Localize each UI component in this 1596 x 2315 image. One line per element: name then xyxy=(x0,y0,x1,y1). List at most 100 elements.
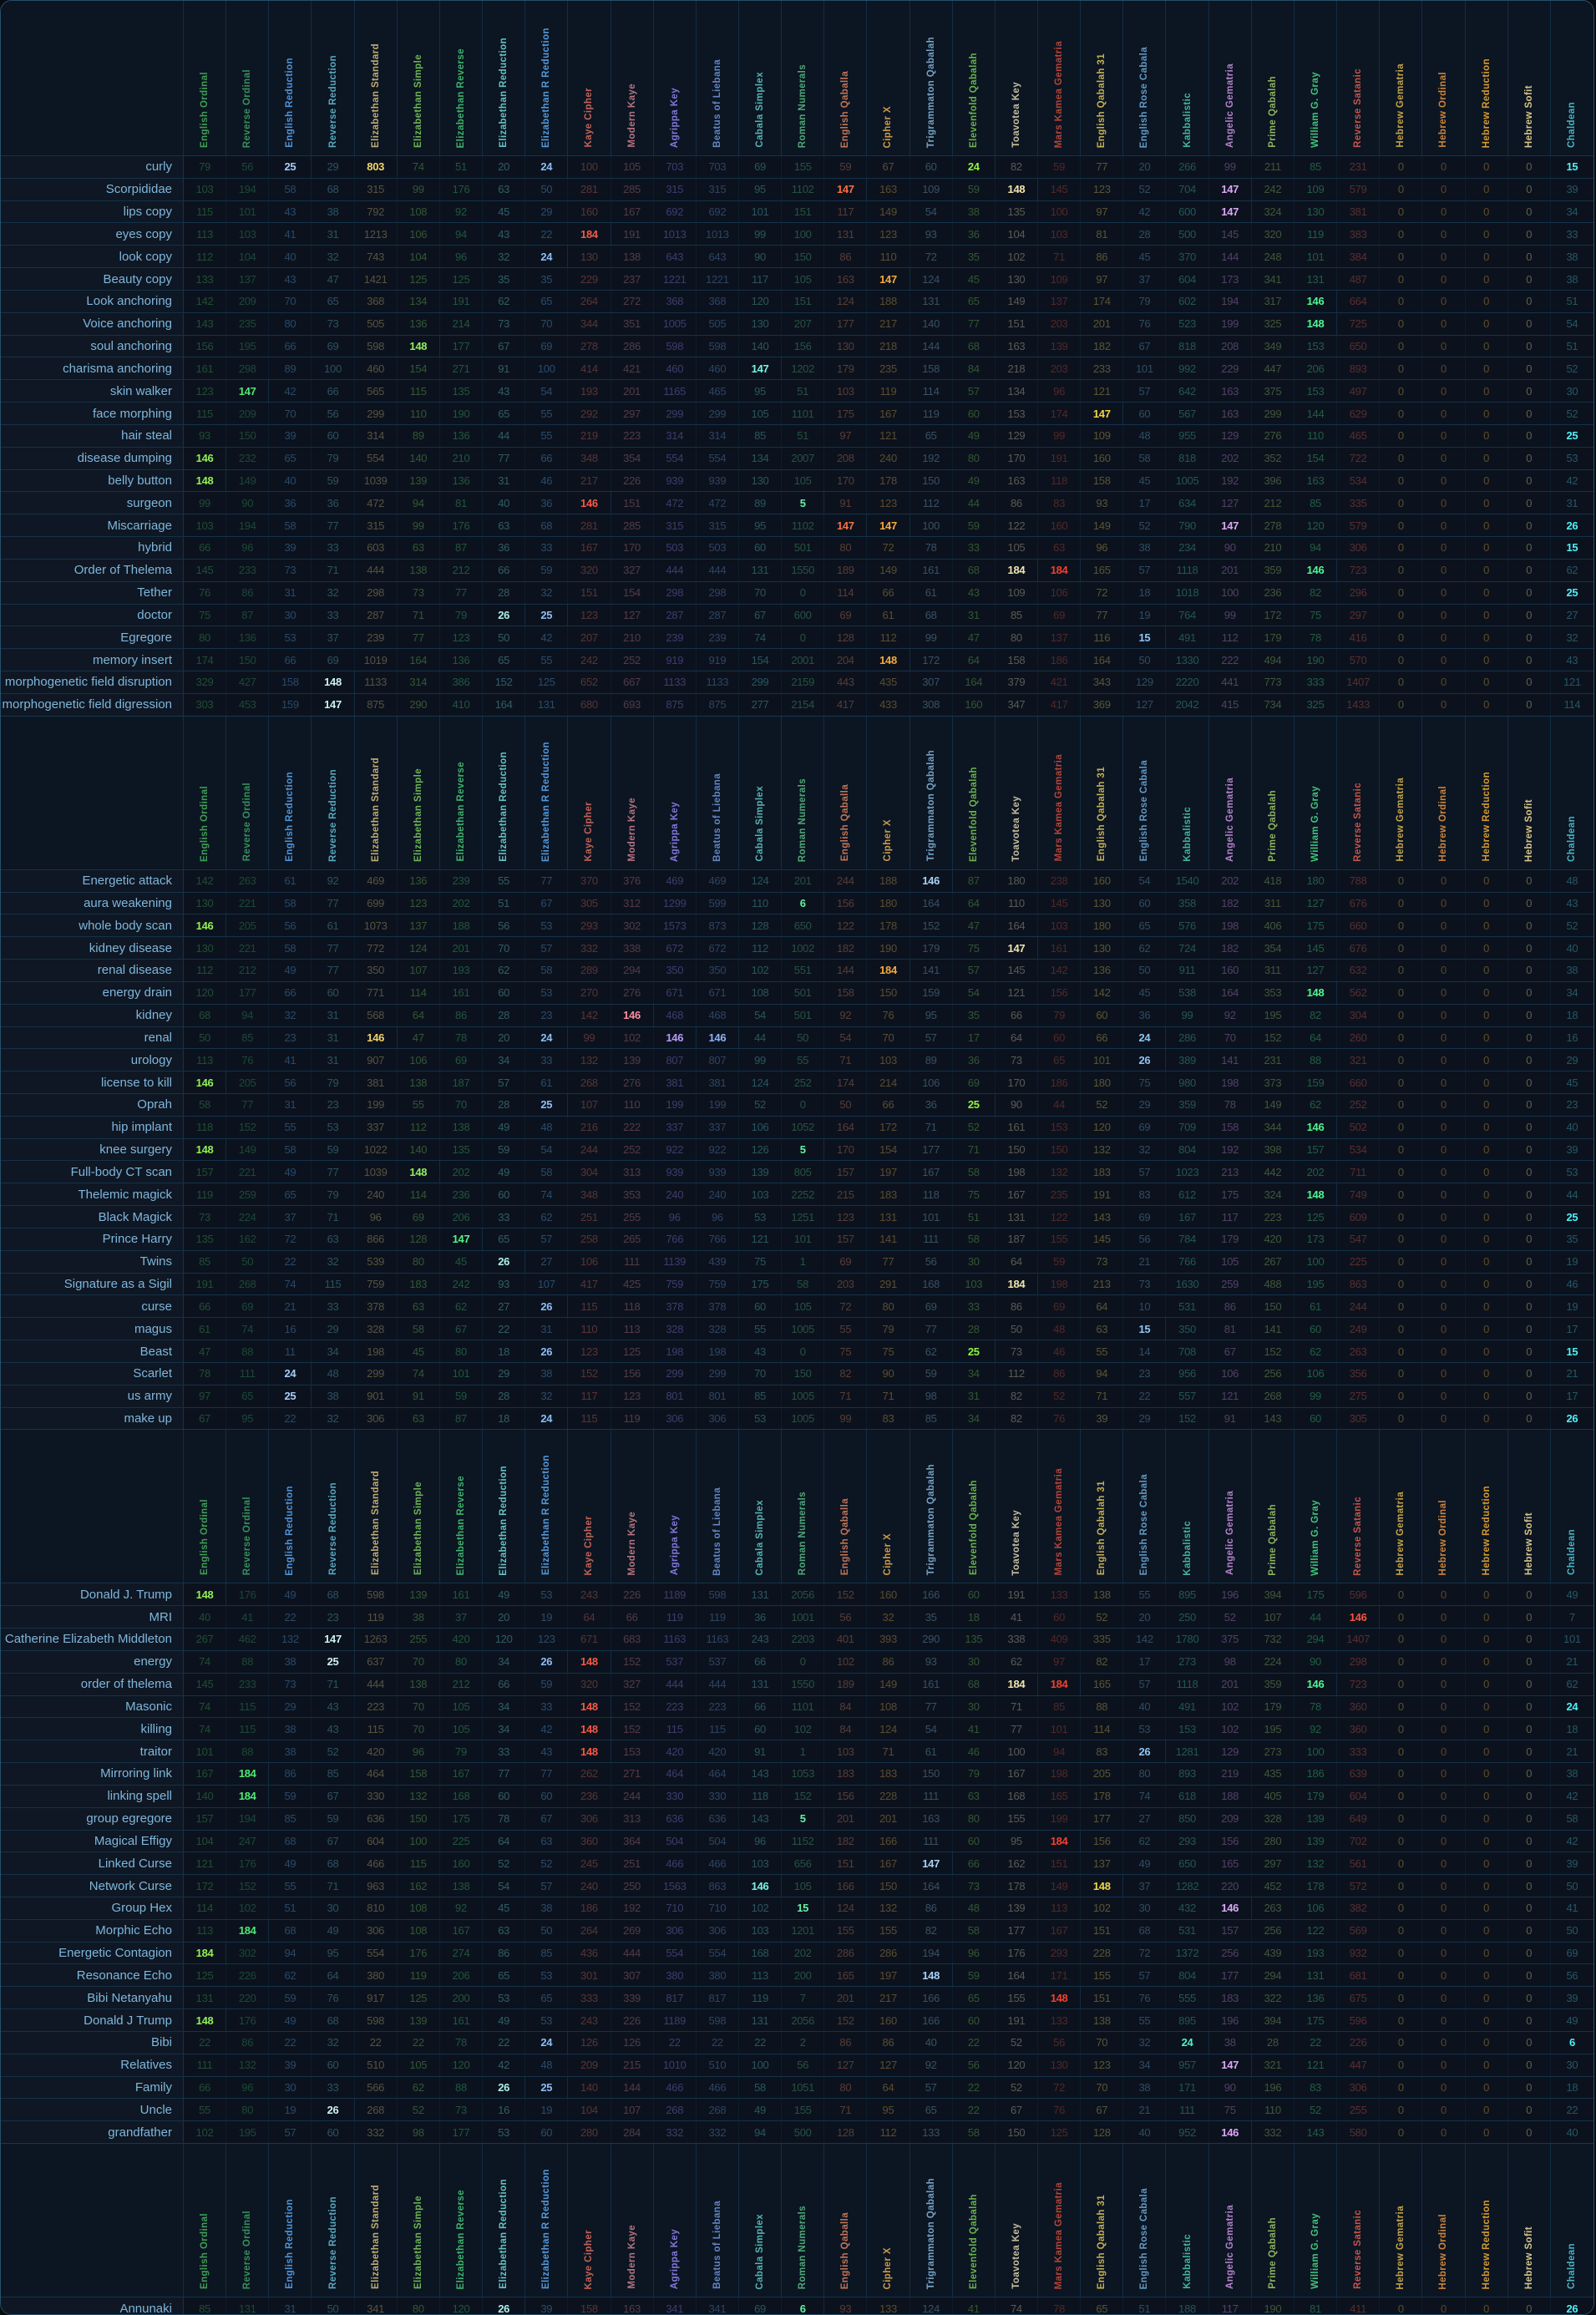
column-header-william-g-gray[interactable]: William G. Gray xyxy=(1295,2144,1338,2297)
column-header-elizabethan-simple[interactable]: Elizabethan Simple xyxy=(398,1,440,155)
column-header-elizabethan-reduction[interactable]: Elizabethan Reduction xyxy=(483,2144,526,2297)
row-label[interactable]: energy xyxy=(1,1650,184,1673)
row-label[interactable]: lips copy xyxy=(1,200,184,223)
row-label[interactable]: Group Hex xyxy=(1,1897,184,1919)
column-header-english-qaballa[interactable]: English Qaballa xyxy=(824,2144,868,2297)
column-header-hebrew-ordinal[interactable]: Hebrew Ordinal xyxy=(1422,1,1466,155)
row-label[interactable]: order of thelema xyxy=(1,1673,184,1695)
row-label[interactable]: whole body scan xyxy=(1,914,184,937)
column-header-reverse-ordinal[interactable]: Reverse Ordinal xyxy=(226,1430,270,1583)
row-label[interactable]: Tether xyxy=(1,581,184,604)
column-header-hebrew-sofit[interactable]: Hebrew Sofit xyxy=(1508,716,1551,869)
row-label[interactable]: MRI xyxy=(1,1606,184,1629)
row-label[interactable]: knee surgery xyxy=(1,1138,184,1161)
row-label[interactable]: morphogenetic field digression xyxy=(1,693,184,716)
column-header-agrippa-key[interactable]: Agrippa Key xyxy=(654,716,697,869)
row-label[interactable]: traitor xyxy=(1,1740,184,1763)
column-header-hebrew-reduction[interactable]: Hebrew Reduction xyxy=(1466,1,1508,155)
column-header-trigrammaton-qabalah[interactable]: Trigrammaton Qabalah xyxy=(910,1430,953,1583)
column-header-hebrew-gematria[interactable]: Hebrew Gematria xyxy=(1380,1430,1423,1583)
column-header-elizabethan-reverse[interactable]: Elizabethan Reverse xyxy=(440,1430,484,1583)
row-label[interactable]: aura weakening xyxy=(1,892,184,914)
row-label[interactable]: Magical Effigy xyxy=(1,1830,184,1852)
column-header-mars-kamea-gematria[interactable]: Mars Kamea Gematria xyxy=(1038,716,1082,869)
column-header-roman-numerals[interactable]: Roman Numerals xyxy=(782,2144,825,2297)
row-label[interactable]: Family xyxy=(1,2076,184,2099)
row-label[interactable]: Scarlet xyxy=(1,1362,184,1385)
row-label[interactable]: Network Curse xyxy=(1,1875,184,1897)
column-header-hebrew-reduction[interactable]: Hebrew Reduction xyxy=(1466,2144,1508,2297)
column-header-reverse-reduction[interactable]: Reverse Reduction xyxy=(312,1430,355,1583)
row-label[interactable]: Donald J. Trump xyxy=(1,1583,184,1606)
column-header-english-qaballa[interactable]: English Qaballa xyxy=(824,1,868,155)
row-label[interactable]: Egregore xyxy=(1,626,184,649)
column-header-modern-kaye[interactable]: Modern Kaye xyxy=(611,1,654,155)
column-header-modern-kaye[interactable]: Modern Kaye xyxy=(611,716,654,869)
column-header-hebrew-sofit[interactable]: Hebrew Sofit xyxy=(1508,2144,1551,2297)
column-header-hebrew-ordinal[interactable]: Hebrew Ordinal xyxy=(1422,716,1466,869)
row-label[interactable]: hair steal xyxy=(1,424,184,447)
column-header-trigrammaton-qabalah[interactable]: Trigrammaton Qabalah xyxy=(910,716,953,869)
column-header-angelic-gematria[interactable]: Angelic Gematria xyxy=(1209,716,1252,869)
column-header-beatus-of-liebana[interactable]: Beatus of Liebana xyxy=(697,1,739,155)
column-header-angelic-gematria[interactable]: Angelic Gematria xyxy=(1209,1,1252,155)
column-header-cipher-x[interactable]: Cipher X xyxy=(867,1,910,155)
row-label[interactable]: doctor xyxy=(1,604,184,626)
column-header-english-rose-cabala[interactable]: English Rose Cabala xyxy=(1123,2144,1167,2297)
column-header-angelic-gematria[interactable]: Angelic Gematria xyxy=(1209,2144,1252,2297)
row-label[interactable]: Morphic Echo xyxy=(1,1919,184,1942)
row-label[interactable]: Prince Harry xyxy=(1,1228,184,1250)
column-header-hebrew-gematria[interactable]: Hebrew Gematria xyxy=(1380,1,1423,155)
row-label[interactable]: Bibi Netanyahu xyxy=(1,1987,184,2009)
row-label[interactable]: kidney xyxy=(1,1004,184,1026)
column-header-beatus-of-liebana[interactable]: Beatus of Liebana xyxy=(697,2144,739,2297)
column-header-mars-kamea-gematria[interactable]: Mars Kamea Gematria xyxy=(1038,1,1082,155)
row-label[interactable]: Signature as a Sigil xyxy=(1,1273,184,1295)
row-label[interactable]: curse xyxy=(1,1295,184,1318)
column-header-kabbalistic[interactable]: Kabbalistic xyxy=(1166,2144,1209,2297)
column-header-roman-numerals[interactable]: Roman Numerals xyxy=(782,1,825,155)
column-header-elizabethan-reduction[interactable]: Elizabethan Reduction xyxy=(483,1430,526,1583)
column-header-cabala-simplex[interactable]: Cabala Simplex xyxy=(739,1430,783,1583)
row-label[interactable]: Energetic attack xyxy=(1,869,184,892)
column-header-prime-qabalah[interactable]: Prime Qabalah xyxy=(1252,1430,1295,1583)
row-label[interactable]: look copy xyxy=(1,246,184,268)
column-header-english-qaballa[interactable]: English Qaballa xyxy=(824,1430,868,1583)
row-label[interactable]: Bibi xyxy=(1,2031,184,2054)
column-header-kabbalistic[interactable]: Kabbalistic xyxy=(1166,1430,1209,1583)
row-label[interactable]: disease dumping xyxy=(1,447,184,469)
column-header-hebrew-sofit[interactable]: Hebrew Sofit xyxy=(1508,1,1551,155)
column-header-reverse-ordinal[interactable]: Reverse Ordinal xyxy=(226,2144,270,2297)
column-header-william-g-gray[interactable]: William G. Gray xyxy=(1295,716,1338,869)
row-label[interactable]: Beauty copy xyxy=(1,268,184,290)
column-header-mars-kamea-gematria[interactable]: Mars Kamea Gematria xyxy=(1038,1430,1082,1583)
column-header-agrippa-key[interactable]: Agrippa Key xyxy=(654,2144,697,2297)
column-header-elizabethan-standard[interactable]: Elizabethan Standard xyxy=(355,1,398,155)
column-header-elizabethan-simple[interactable]: Elizabethan Simple xyxy=(398,2144,440,2297)
row-label[interactable]: Annunaki xyxy=(1,2297,184,2314)
row-label[interactable]: linking spell xyxy=(1,1785,184,1807)
column-header-cabala-simplex[interactable]: Cabala Simplex xyxy=(739,716,783,869)
column-header-english-rose-cabala[interactable]: English Rose Cabala xyxy=(1123,716,1167,869)
column-header-cipher-x[interactable]: Cipher X xyxy=(867,2144,910,2297)
column-header-angelic-gematria[interactable]: Angelic Gematria xyxy=(1209,1430,1252,1583)
column-header-english-qabalah-31[interactable]: English Qabalah 31 xyxy=(1081,716,1124,869)
column-header-modern-kaye[interactable]: Modern Kaye xyxy=(611,1430,654,1583)
column-header-reverse-reduction[interactable]: Reverse Reduction xyxy=(312,1,355,155)
column-header-elizabethan-reverse[interactable]: Elizabethan Reverse xyxy=(440,1,484,155)
column-header-elevenfold-qabalah[interactable]: Elevenfold Qabalah xyxy=(953,716,996,869)
column-header-elevenfold-qabalah[interactable]: Elevenfold Qabalah xyxy=(953,1430,996,1583)
row-label[interactable]: killing xyxy=(1,1718,184,1740)
column-header-kaye-cipher[interactable]: Kaye Cipher xyxy=(568,2144,611,2297)
row-label[interactable]: renal xyxy=(1,1026,184,1049)
column-header-toavotea-key[interactable]: Toavotea Key xyxy=(996,1430,1039,1583)
column-header-hebrew-gematria[interactable]: Hebrew Gematria xyxy=(1380,2144,1423,2297)
column-header-hebrew-sofit[interactable]: Hebrew Sofit xyxy=(1508,1430,1551,1583)
row-label[interactable]: charisma anchoring xyxy=(1,357,184,380)
column-header-reverse-satanic[interactable]: Reverse Satanic xyxy=(1337,1,1381,155)
column-header-english-ordinal[interactable]: English Ordinal xyxy=(184,1,227,155)
column-header-english-ordinal[interactable]: English Ordinal xyxy=(184,1430,227,1583)
column-header-english-reduction[interactable]: English Reduction xyxy=(269,1430,312,1583)
column-header-elizabethan-simple[interactable]: Elizabethan Simple xyxy=(398,716,440,869)
row-label[interactable]: grandfather xyxy=(1,2121,184,2144)
